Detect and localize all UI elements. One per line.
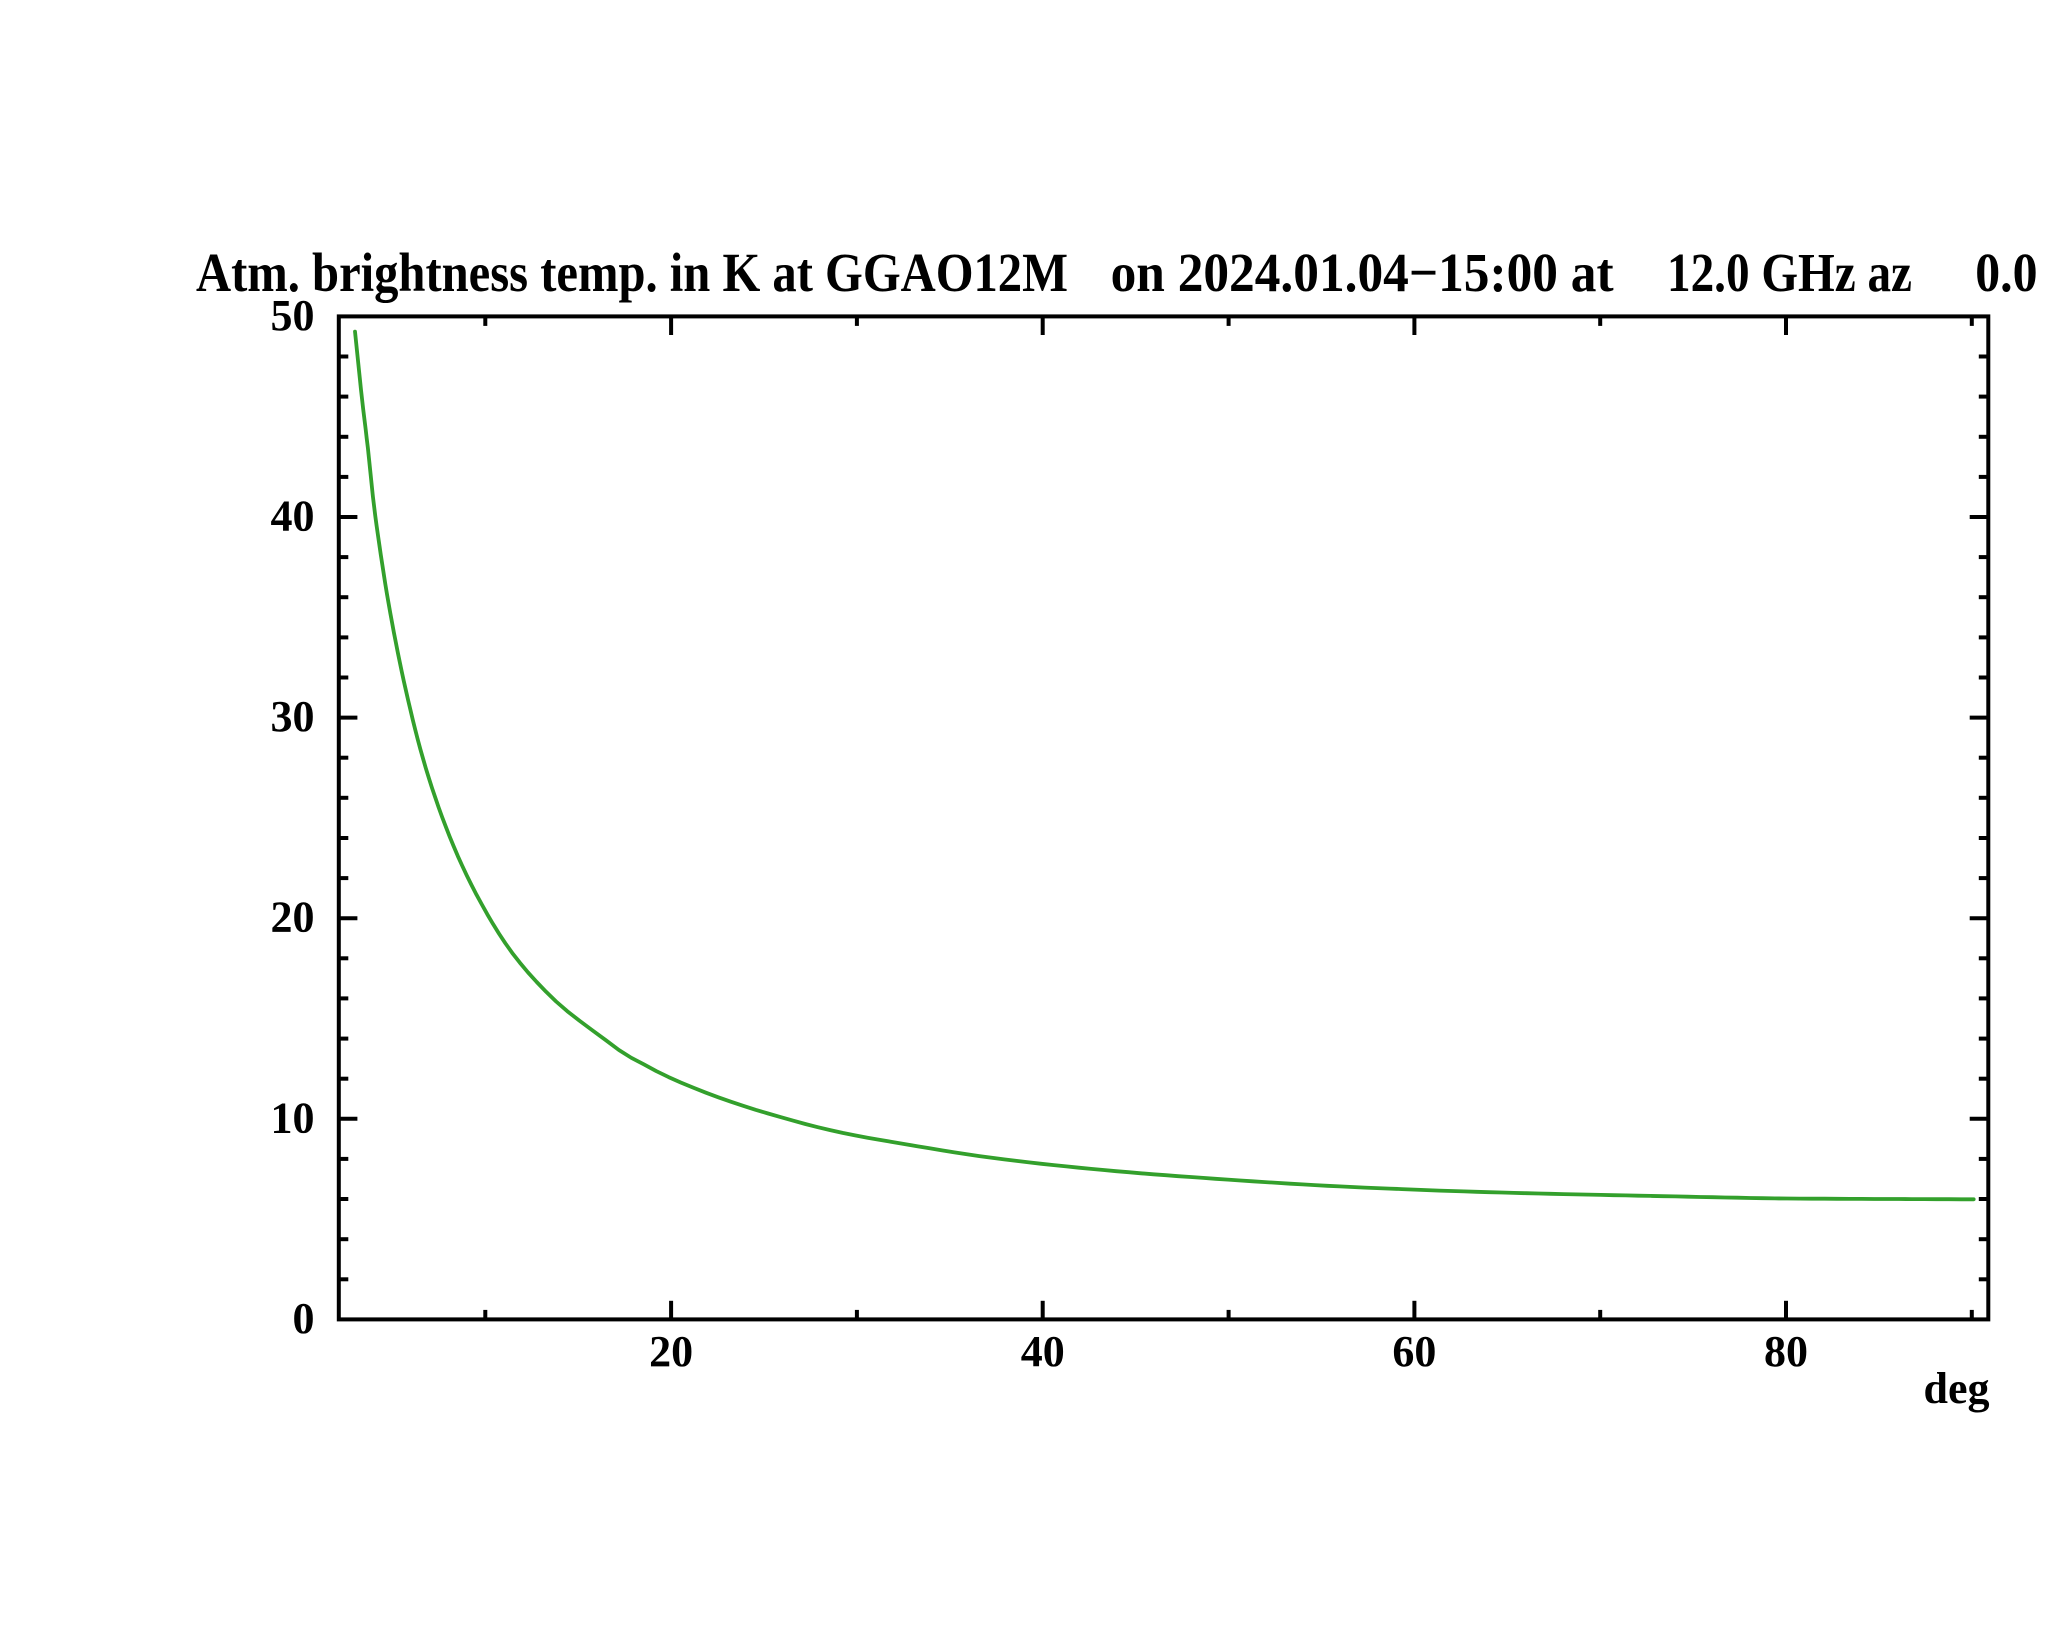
svg-text:20: 20: [649, 1327, 693, 1376]
svg-text:0.0: 0.0: [1975, 242, 2037, 303]
svg-text:0: 0: [293, 1294, 315, 1343]
svg-text:30: 30: [271, 692, 315, 741]
svg-text:on 2024.01.04−15:00 at: on 2024.01.04−15:00 at: [1111, 242, 1614, 303]
svg-text:Atm. brightness temp. in K at: Atm. brightness temp. in K at GGAO12M: [196, 242, 1068, 303]
svg-text:20: 20: [271, 893, 315, 942]
svg-text:60: 60: [1392, 1327, 1436, 1376]
svg-text:80: 80: [1764, 1327, 1808, 1376]
svg-text:40: 40: [271, 492, 315, 541]
svg-text:10: 10: [271, 1093, 315, 1142]
svg-text:40: 40: [1021, 1327, 1065, 1376]
svg-text:50: 50: [271, 291, 315, 340]
svg-text:12.0 GHz az: 12.0 GHz az: [1667, 242, 1912, 303]
svg-text:deg: deg: [1924, 1364, 1990, 1413]
